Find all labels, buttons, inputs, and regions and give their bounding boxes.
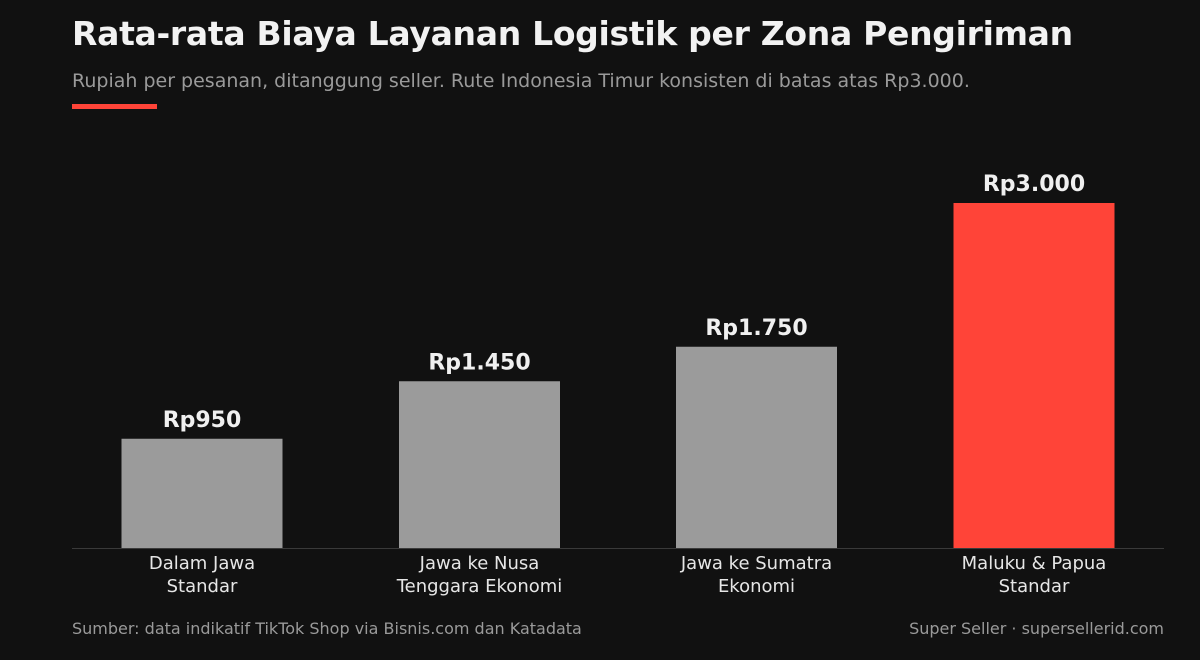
- x-tick-label: Jawa ke Sumatra: [680, 553, 832, 574]
- bar: [676, 346, 837, 548]
- brand-credit: Super Seller · supersellerid.com: [909, 619, 1164, 638]
- bar-value-label: Rp1.450: [428, 350, 530, 375]
- bar: [953, 203, 1115, 548]
- chart-title: Rata-rata Biaya Layanan Logistik per Zon…: [72, 14, 1073, 53]
- bar: [121, 438, 283, 548]
- bar-value-label: Rp950: [163, 408, 242, 433]
- bar-value-label: Rp3.000: [983, 172, 1085, 197]
- source-note: Sumber: data indikatif TikTok Shop via B…: [72, 619, 582, 638]
- x-tick-label: Standar: [167, 576, 238, 597]
- x-tick-label: Jawa ke Nusa: [419, 553, 540, 574]
- x-tick-label: Dalam Jawa: [149, 553, 255, 574]
- x-tick-label: Maluku & Papua: [962, 553, 1107, 574]
- x-tick-label: Tenggara Ekonomi: [396, 576, 563, 597]
- x-tick-label: Standar: [999, 576, 1070, 597]
- bar-value-label: Rp1.750: [705, 316, 807, 341]
- x-tick-label: Ekonomi: [718, 576, 795, 597]
- title-accent-line: [72, 104, 157, 109]
- chart-subtitle: Rupiah per pesanan, ditanggung seller. R…: [72, 70, 970, 92]
- bar: [399, 381, 560, 548]
